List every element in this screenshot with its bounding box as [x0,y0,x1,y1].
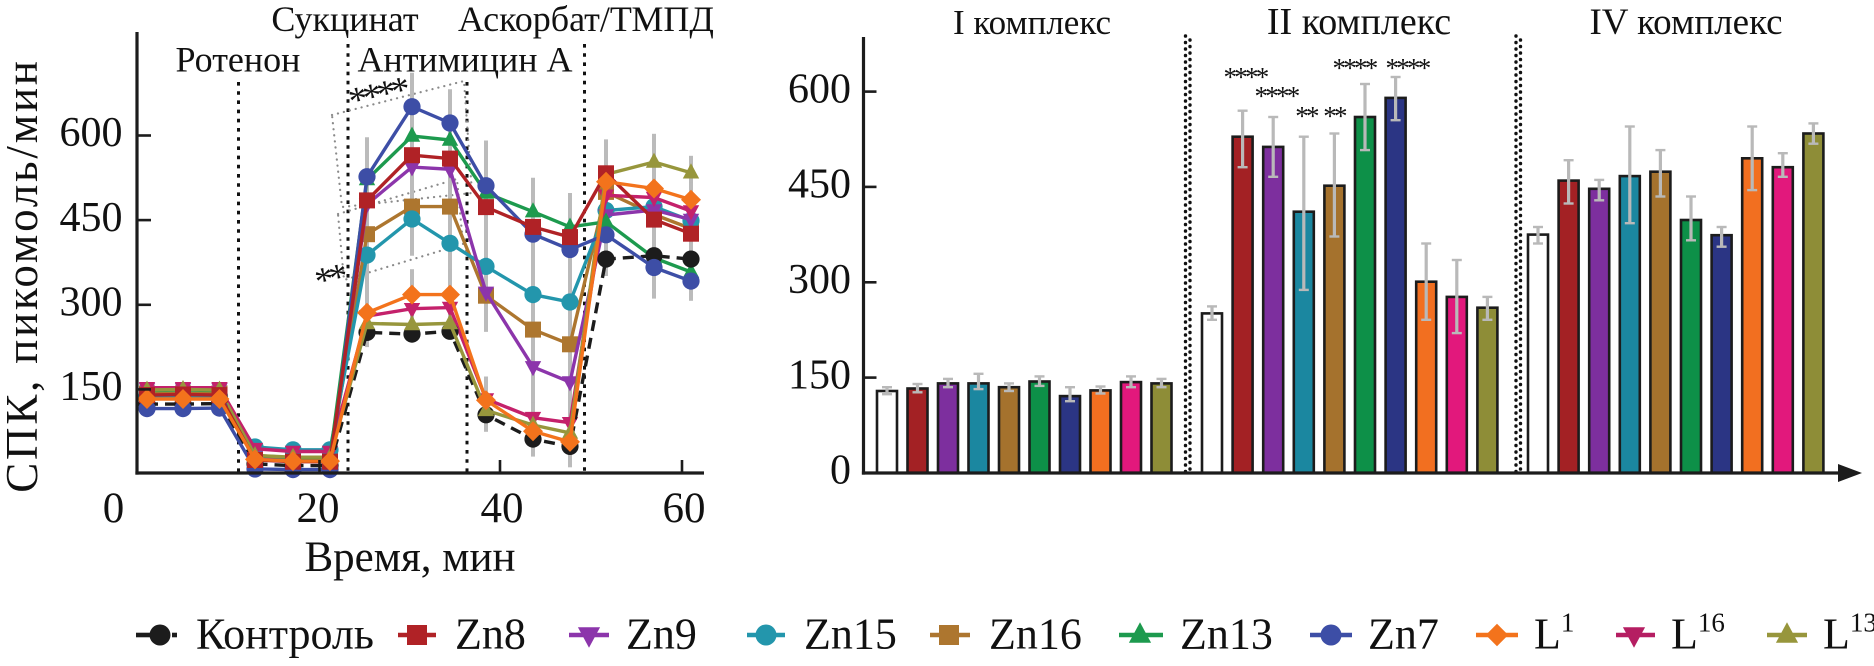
svg-text:Ротенон: Ротенон [176,40,301,80]
svg-text:150: 150 [788,352,851,398]
svg-text:600: 600 [60,110,123,156]
svg-text:Zn9: Zn9 [626,610,697,659]
svg-text:I комплекс: I комплекс [953,3,1111,42]
svg-text:****: **** [1224,62,1269,92]
svg-text:600: 600 [788,66,851,112]
svg-text:Аскорбат/ТМПД: Аскорбат/ТМПД [458,0,714,39]
svg-text:Контроль: Контроль [196,610,374,659]
svg-text:Сукцинат: Сукцинат [271,0,418,39]
svg-text:**: ** [1323,101,1347,131]
svg-text:60: 60 [663,485,706,532]
svg-text:Zn15: Zn15 [804,610,897,659]
svg-text:450: 450 [788,162,851,208]
svg-text:Антимицин А: Антимицин А [357,40,572,80]
svg-text:СПК, пикомоль/мин: СПК, пикомоль/мин [0,58,47,493]
svg-text:300: 300 [60,280,123,326]
svg-text:Время, мин: Время, мин [305,534,516,581]
svg-text:0: 0 [830,448,851,494]
svg-text:40: 40 [481,485,524,532]
svg-text:II комплекс: II комплекс [1267,1,1451,43]
svg-text:IV комплекс: IV комплекс [1589,2,1782,43]
svg-text:****: **** [1386,53,1431,83]
svg-text:****: **** [1333,53,1378,83]
svg-text:150: 150 [60,364,123,410]
svg-text:Zn8: Zn8 [455,610,526,659]
svg-text:**: ** [1295,101,1319,131]
svg-text:****: **** [1255,81,1300,111]
svg-text:0: 0 [103,485,125,532]
svg-text:450: 450 [60,195,123,241]
svg-text:Zn16: Zn16 [989,610,1082,659]
svg-text:300: 300 [788,257,851,303]
svg-text:Zn13: Zn13 [1180,610,1273,659]
svg-text:20: 20 [297,485,340,532]
svg-text:Zn7: Zn7 [1368,610,1439,659]
